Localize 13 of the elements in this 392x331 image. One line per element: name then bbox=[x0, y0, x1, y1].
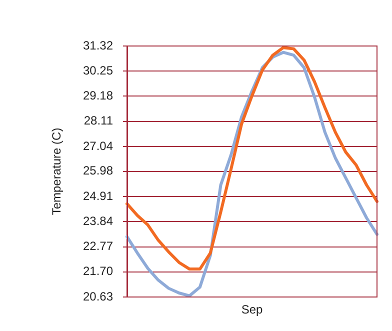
y-tick-label: 25.98 bbox=[82, 164, 114, 178]
y-tick-label: 24.91 bbox=[82, 188, 114, 203]
y-tick-label: 20.63 bbox=[82, 289, 114, 304]
y-tick-label: 29.18 bbox=[82, 88, 114, 103]
y-tick-label: 27.04 bbox=[82, 138, 114, 153]
y-tick-label: 23.84 bbox=[82, 214, 114, 228]
y-tick-label: 28.11 bbox=[84, 114, 114, 128]
y-tick-label: 30.25 bbox=[82, 63, 114, 78]
x-tick-label: Sep bbox=[241, 302, 263, 317]
y-tick-label: 21.70 bbox=[82, 264, 114, 278]
y-tick-label: 31.32 bbox=[82, 38, 114, 52]
y-axis-title: Temperature (C) bbox=[50, 128, 64, 216]
y-tick-label: 22.77 bbox=[82, 239, 114, 254]
